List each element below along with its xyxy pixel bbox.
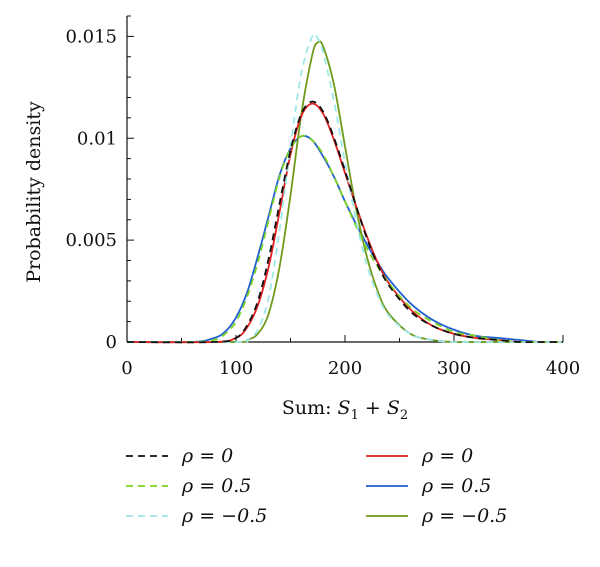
legend-label: ρ = 0.5: [421, 475, 491, 497]
series-line-dashed-2: [126, 32, 563, 344]
x-axis-title-prefix: Sum:: [282, 397, 338, 419]
series-lines: [126, 32, 564, 344]
series-line-solid-3: [126, 102, 563, 344]
x-axis-title-plus: +: [359, 397, 387, 419]
x-axis-title: Sum: S1 + S2: [282, 397, 408, 423]
legend: ρ = 0 ρ = 0.5 ρ = −0.5 ρ = 0 ρ = 0.5 ρ = −0.5: [126, 445, 507, 527]
series-line-solid-4: [126, 134, 564, 344]
x-tick-label: 100: [219, 358, 253, 379]
series-line-dashed-0: [126, 100, 563, 344]
legend-entry: ρ = 0: [366, 445, 473, 467]
legend-label: ρ = 0.5: [181, 475, 251, 497]
x-axis-title-sub2: 2: [400, 408, 408, 423]
x-tick-label: 400: [546, 358, 580, 379]
legend-entry: ρ = 0.5: [126, 475, 251, 497]
y-tick-label: 0.015: [65, 26, 117, 47]
legend-label: ρ = 0: [421, 445, 473, 467]
y-tick-label: 0.01: [77, 128, 117, 149]
y-tick-label: 0.005: [65, 230, 117, 251]
x-axis-title-sub1: 1: [351, 408, 359, 423]
x-tick-label: 0: [121, 358, 132, 379]
y-axis-title: Probability density: [23, 101, 45, 283]
legend-label: ρ = −0.5: [421, 505, 507, 527]
axes: [126, 16, 563, 343]
y-tick-label: 0: [106, 332, 117, 353]
ticks: 0 100 200 300 400 0 0.005 0.01 0.015: [65, 15, 580, 379]
x-axis-title-var2: S: [387, 397, 400, 419]
legend-label: ρ = −0.5: [181, 505, 267, 527]
legend-label: ρ = 0: [181, 445, 233, 467]
series-line-solid-5: [126, 40, 563, 344]
x-axis-title-var1: S: [338, 397, 351, 419]
x-tick-label: 300: [437, 358, 471, 379]
legend-entry: ρ = 0: [126, 445, 233, 467]
legend-entry: ρ = 0.5: [366, 475, 491, 497]
legend-entry: ρ = −0.5: [126, 505, 267, 527]
x-tick-label: 200: [328, 358, 362, 379]
series-line-dashed-1: [126, 134, 563, 344]
legend-entry: ρ = −0.5: [366, 505, 507, 527]
